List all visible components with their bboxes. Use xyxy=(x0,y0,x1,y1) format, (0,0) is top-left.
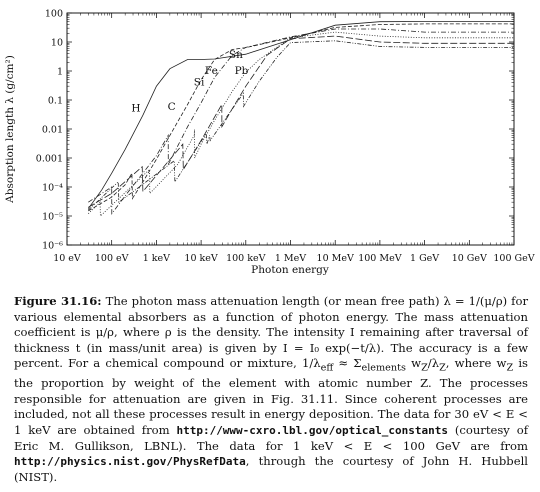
element-label-fe: Fe xyxy=(205,65,218,77)
z-subscript-1: Z xyxy=(421,362,428,374)
x-axis-label: Photon energy xyxy=(251,264,329,276)
y-tick-label: 0.1 xyxy=(48,96,63,107)
cxro-link[interactable]: http://www-cxro.lbl.gov/optical_constant… xyxy=(176,424,448,438)
x-tick-label: 10 eV xyxy=(53,253,81,264)
element-label-pb: Pb xyxy=(235,65,249,77)
y-tick-label: 10 xyxy=(51,38,63,49)
z-subscript-2: Z xyxy=(439,362,446,374)
curve-si xyxy=(88,28,514,215)
element-label-sn: Sn xyxy=(229,49,243,61)
element-curves xyxy=(87,21,514,217)
x-tick-label: 10 GeV xyxy=(452,253,487,264)
y-tick-labels: 10⁻⁶ 10⁻⁵ 10⁻⁴ 0.001 0.01 0.1 1 10 100 xyxy=(36,9,63,252)
element-label-si: Si xyxy=(194,76,205,88)
y-tick-label: 10⁻⁶ xyxy=(42,241,63,252)
x-tick-label: 10 keV xyxy=(184,253,217,264)
y-tick-label: 100 xyxy=(45,9,63,20)
x-tick-label: 100 eV xyxy=(95,253,129,264)
x-tick-label: 1 keV xyxy=(143,253,170,264)
caption-text-1: The photon mass attenuation length (or m… xyxy=(14,294,528,371)
curve-c xyxy=(88,23,514,212)
elements-subscript: elements xyxy=(361,362,406,374)
curve-h xyxy=(87,21,514,209)
caption-text-4: /λ xyxy=(427,356,440,371)
nist-link[interactable]: http://physics.nist.gov/PhysRefData xyxy=(14,455,246,469)
curve-sn xyxy=(88,35,514,208)
x-tick-label: 100 GeV xyxy=(493,253,534,264)
x-tick-label: 1 GeV xyxy=(410,253,439,264)
x-tick-label: 1 MeV xyxy=(275,253,306,264)
caption-text-7: (courtesy of Eric M. Gullikson, LBNL). T… xyxy=(14,423,528,453)
figure-caption: Figure 31.16: The photon mass attenuatio… xyxy=(14,294,528,485)
x-tick-labels: 10 eV 100 eV 1 keV 10 keV 100 keV 1 MeV 10 MeV… xyxy=(53,253,535,264)
y-tick-label: 1 xyxy=(57,67,63,78)
curve-pb xyxy=(88,40,514,211)
x-tick-label: 100 keV xyxy=(226,253,266,264)
figure-label: Figure 31.16: xyxy=(14,294,102,308)
y-tick-label: 10⁻⁴ xyxy=(42,183,63,194)
y-axis-label: Absorption length λ (g/cm²) xyxy=(4,55,16,204)
x-tick-label: 10 MeV xyxy=(317,253,354,264)
y-tick-label: 0.001 xyxy=(36,154,63,165)
curve-fe xyxy=(88,31,514,217)
axis-ticks xyxy=(66,12,515,246)
eff-subscript: eff xyxy=(320,362,334,374)
caption-text-5: , where w xyxy=(445,356,507,371)
y-tick-label: 10⁻⁵ xyxy=(42,212,63,223)
element-label-c: C xyxy=(168,101,176,113)
caption-text-3: w xyxy=(405,356,422,371)
z-subscript-3: Z xyxy=(506,362,514,374)
y-tick-label: 0.01 xyxy=(42,125,63,136)
x-tick-label: 100 MeV xyxy=(358,253,402,264)
caption-text-6: is the proportion by weight of the eleme… xyxy=(14,356,529,438)
attenuation-chart: 10 eV 100 eV 1 keV 10 keV 100 keV 1 MeV 10 MeV… xyxy=(4,9,535,277)
caption-text-2: ≈ Σ xyxy=(333,356,362,371)
caption-text-8: , through the courtesy of John H. Hubbel… xyxy=(14,454,528,484)
element-label-h: H xyxy=(131,103,140,115)
